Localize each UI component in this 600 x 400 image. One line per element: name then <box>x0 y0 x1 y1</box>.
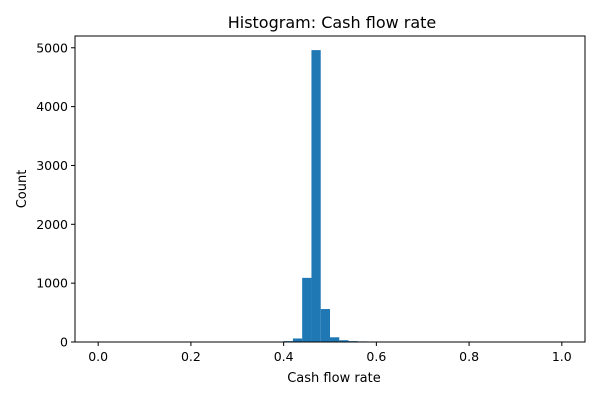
histogram-bar <box>311 50 321 343</box>
y-tick-label: 1000 <box>36 276 68 291</box>
x-tick-label: 0.4 <box>274 349 294 364</box>
x-axis-label: Cash flow rate <box>287 371 381 386</box>
x-axis-ticks: 0.0 0.2 0.4 0.6 0.8 1.0 <box>88 342 572 364</box>
y-tick-label: 0 <box>60 335 68 350</box>
x-tick-label: 0.6 <box>366 349 386 364</box>
y-axis-label: Count <box>15 170 30 209</box>
bars-group <box>274 50 377 343</box>
histogram-bar <box>292 338 303 342</box>
x-tick-label: 1.0 <box>552 349 572 364</box>
histogram-bar <box>330 337 340 342</box>
x-tick-label: 0.8 <box>459 349 479 364</box>
y-tick-label: 4000 <box>36 99 68 114</box>
histogram-bar <box>339 340 349 342</box>
y-tick-label: 5000 <box>36 40 68 55</box>
plot-frame <box>74 35 586 343</box>
y-axis-ticks: 0 1000 2000 3000 4000 5000 <box>36 40 75 350</box>
x-tick-label: 0.2 <box>181 349 201 364</box>
y-tick-label: 2000 <box>36 217 68 232</box>
histogram-bar <box>320 309 330 342</box>
y-tick-label: 3000 <box>36 158 68 173</box>
histogram-bar <box>302 277 312 342</box>
chart-title: Histogram: Cash flow rate <box>228 13 437 32</box>
x-tick-label: 0.0 <box>88 349 108 364</box>
